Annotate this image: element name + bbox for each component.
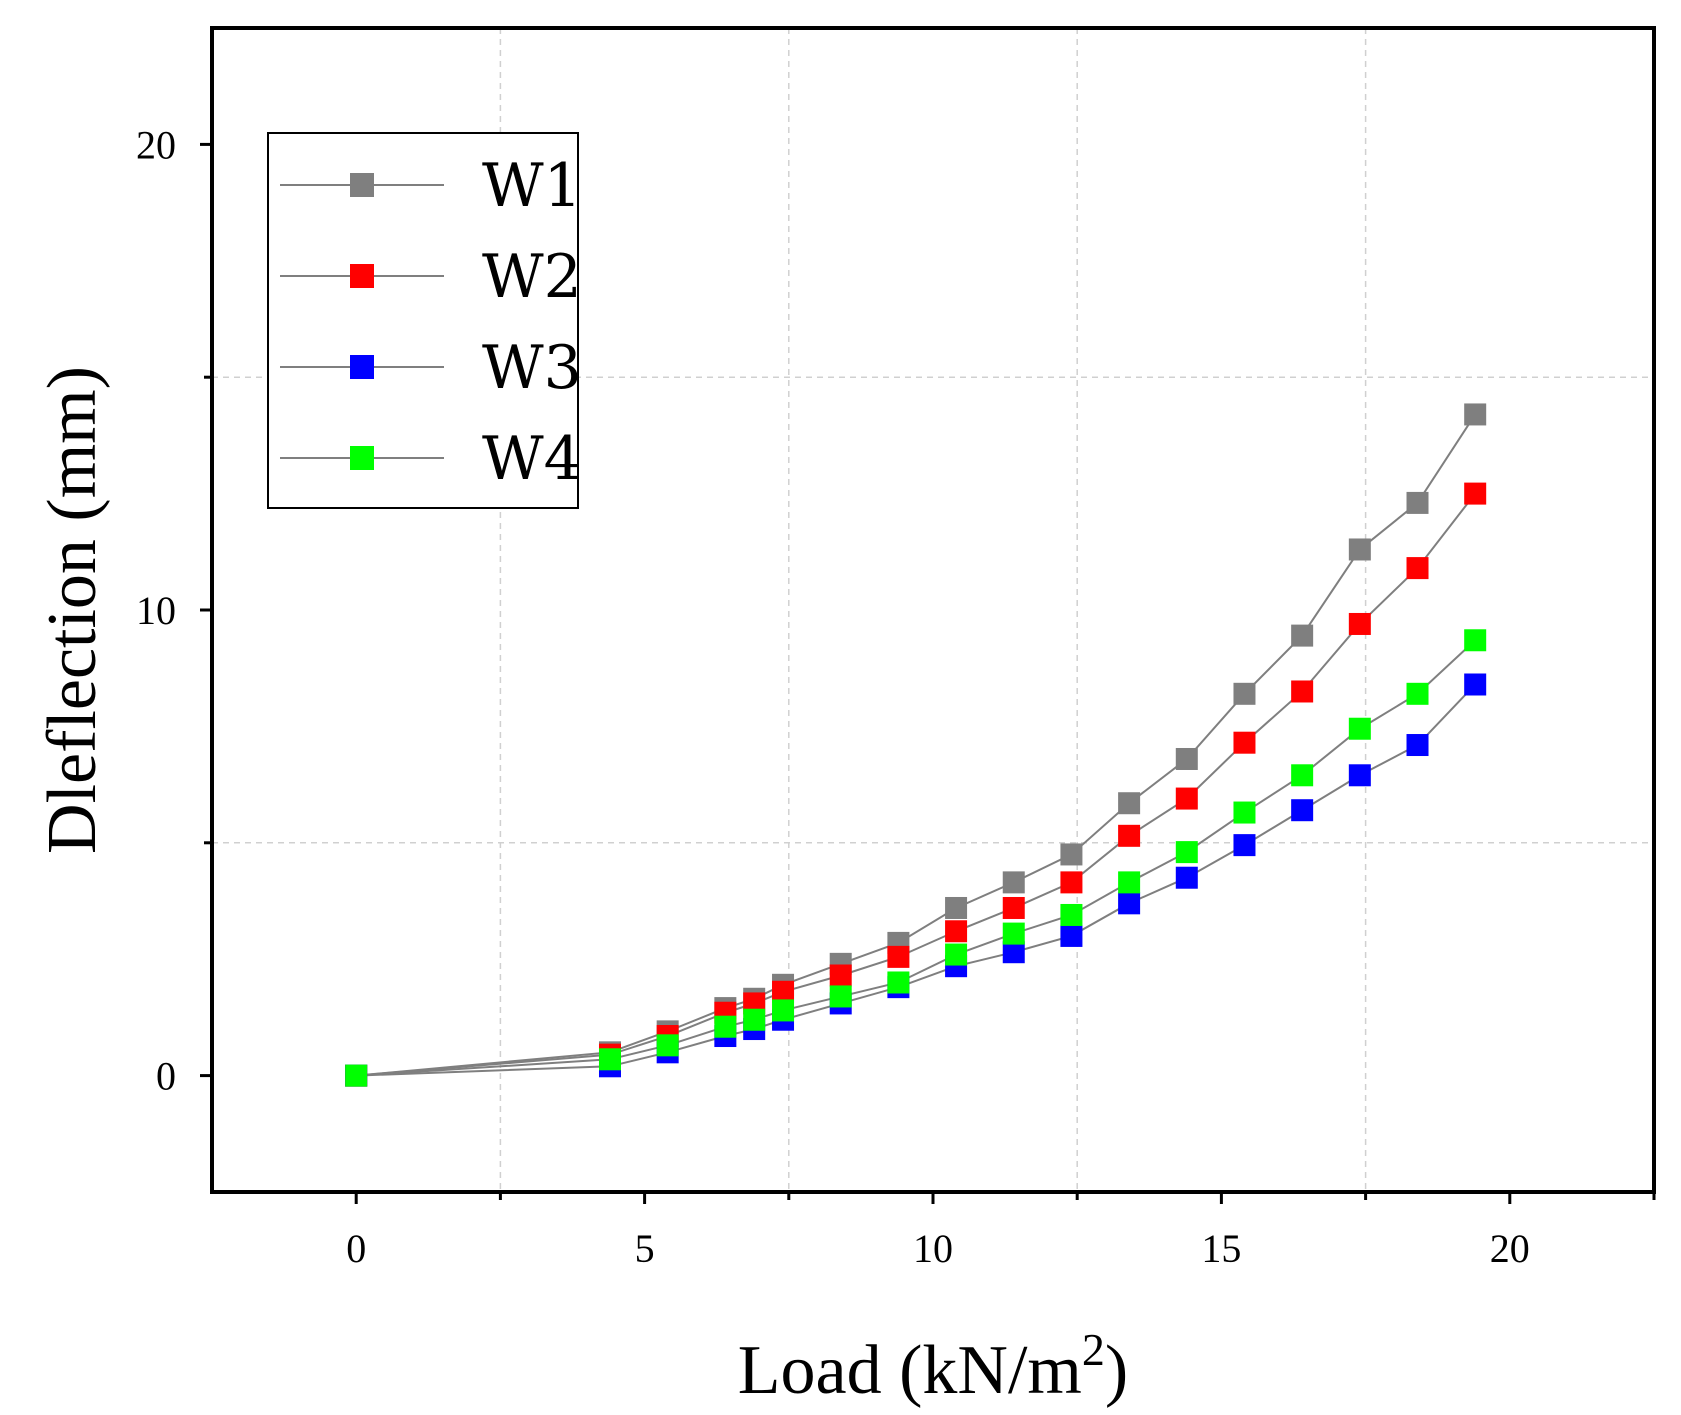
data-point-w1 xyxy=(1003,871,1025,893)
y-tick-label: 20 xyxy=(136,122,176,167)
data-point-w1 xyxy=(1407,492,1429,514)
data-point-w3 xyxy=(1233,834,1255,856)
data-point-w4 xyxy=(599,1048,621,1070)
data-point-w4 xyxy=(1060,904,1082,926)
data-point-w1 xyxy=(1060,843,1082,865)
data-point-w2 xyxy=(1349,613,1371,635)
data-point-w2 xyxy=(1407,557,1429,579)
data-point-w2 xyxy=(1060,871,1082,893)
data-point-w1 xyxy=(1176,748,1198,770)
x-tick-label: 5 xyxy=(635,1226,655,1271)
data-point-w4 xyxy=(345,1065,367,1087)
series-line-w4 xyxy=(356,640,1475,1075)
data-point-w2 xyxy=(1176,788,1198,810)
data-point-w4 xyxy=(830,985,852,1007)
data-point-w4 xyxy=(772,999,794,1021)
data-point-w4 xyxy=(1407,683,1429,705)
data-point-w4 xyxy=(657,1034,679,1056)
data-point-w3 xyxy=(1349,764,1371,786)
data-point-w4 xyxy=(1118,871,1140,893)
data-point-w3 xyxy=(1464,673,1486,695)
x-tick-label: 20 xyxy=(1490,1226,1530,1271)
data-point-w1 xyxy=(1291,625,1313,647)
data-point-w2 xyxy=(945,920,967,942)
data-point-w4 xyxy=(1349,718,1371,740)
data-point-w3 xyxy=(1176,867,1198,889)
data-point-w2 xyxy=(1003,897,1025,919)
data-point-w4 xyxy=(1176,841,1198,863)
data-point-w3 xyxy=(1118,892,1140,914)
data-point-w4 xyxy=(945,944,967,966)
x-axis-title-sup: 2 xyxy=(1082,1324,1105,1375)
legend-label-w1: W1 xyxy=(482,151,582,221)
x-tick-label: 10 xyxy=(913,1226,953,1271)
legend-label-w4: W4 xyxy=(482,424,582,494)
data-point-w4 xyxy=(714,1016,736,1038)
y-tick-label: 0 xyxy=(156,1054,176,1099)
x-axis-title-main: Load (kN/m xyxy=(738,1332,1082,1409)
series-line-w3 xyxy=(356,684,1475,1075)
x-axis-title: Load (kN/m2) xyxy=(738,1324,1128,1409)
data-point-w4 xyxy=(1003,923,1025,945)
chart-svg: 0 5 10 15 20 0 10 20 Dleflection (mm) Load (kN/… xyxy=(0,0,1681,1410)
data-point-w2 xyxy=(887,946,909,968)
data-point-w1 xyxy=(1233,683,1255,705)
data-point-w3 xyxy=(1060,925,1082,947)
chart-container: 0 5 10 15 20 0 10 20 Dleflection (mm) Load (kN/… xyxy=(0,0,1681,1410)
data-point-w2 xyxy=(1118,825,1140,847)
legend-label-w2: W2 xyxy=(482,242,582,312)
data-point-w2 xyxy=(830,964,852,986)
data-point-w4 xyxy=(743,1009,765,1031)
legend-marker-w3 xyxy=(350,355,374,379)
data-point-w4 xyxy=(887,971,909,993)
legend: W1 W2 W3 W4 xyxy=(268,133,582,508)
data-point-w2 xyxy=(1233,732,1255,754)
data-point-w2 xyxy=(1464,483,1486,505)
y-tick-label: 10 xyxy=(136,588,176,633)
legend-label-w3: W3 xyxy=(482,333,582,403)
x-tick-label: 0 xyxy=(346,1226,366,1271)
data-point-w1 xyxy=(1118,792,1140,814)
legend-marker-w1 xyxy=(350,173,374,197)
data-point-w1 xyxy=(945,897,967,919)
legend-marker-w4 xyxy=(350,446,374,470)
legend-marker-w2 xyxy=(350,264,374,288)
x-axis-title-close: ) xyxy=(1105,1332,1128,1409)
data-point-w1 xyxy=(1349,538,1371,560)
y-axis-title: Dleflection (mm) xyxy=(34,366,111,854)
data-point-w2 xyxy=(1291,680,1313,702)
data-point-w3 xyxy=(1291,799,1313,821)
x-tick-label: 15 xyxy=(1201,1226,1241,1271)
data-point-w3 xyxy=(1407,734,1429,756)
data-point-w4 xyxy=(1291,764,1313,786)
data-point-w1 xyxy=(1464,403,1486,425)
data-point-w4 xyxy=(1464,629,1486,651)
data-point-w4 xyxy=(1233,802,1255,824)
series-line-w1 xyxy=(356,414,1475,1075)
